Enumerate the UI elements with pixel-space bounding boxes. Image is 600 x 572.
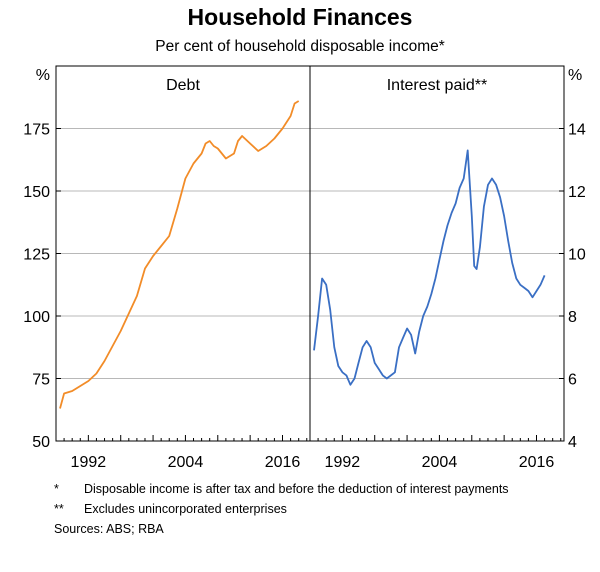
footnote-1: * Disposable income is after tax and bef… [54, 482, 584, 497]
footnote-2: ** Excludes unincorporated enterprises [54, 502, 584, 517]
ytick-label-interest-8: 8 [568, 309, 577, 326]
ytick-label-interest-10: 10 [568, 247, 586, 264]
series-line-debt [59, 100, 300, 409]
ytick-label-debt-100: 100 [23, 309, 50, 326]
footnote-2-mark: ** [54, 502, 64, 516]
series-line-interest [313, 149, 546, 386]
chart-canvas: 50 75 100 125 150 175% 1992 2004 2016 Debt 4 6 8 10 12… [23, 65, 586, 471]
xtick-label-debt-1992: 1992 [71, 454, 107, 471]
xtick-label-debt-2004: 2004 [168, 454, 204, 471]
ytick-label-interest-4: 4 [568, 434, 577, 451]
unit-label-debt: % [36, 67, 50, 84]
xtick-label-interest-2004: 2004 [422, 454, 458, 471]
ytick-label-interest-12: 12 [568, 184, 586, 201]
footnote-2-text: Excludes unincorporated enterprises [84, 502, 287, 516]
xtick-label-debt-2016: 2016 [265, 454, 301, 471]
ytick-label-interest-6: 6 [568, 372, 577, 389]
ytick-label-debt-50: 50 [32, 434, 50, 451]
footnotes: * Disposable income is after tax and bef… [54, 482, 584, 537]
panel-title-interest: Interest paid** [387, 77, 488, 94]
chart-title: Household Finances [187, 4, 413, 30]
xtick-label-interest-2016: 2016 [519, 454, 555, 471]
ytick-label-debt-75: 75 [32, 372, 50, 389]
unit-label-interest: % [568, 67, 582, 84]
ytick-label-debt-175: 175 [23, 122, 50, 139]
chart-subtitle: Per cent of household disposable income* [155, 38, 445, 55]
sources: Sources: ABS; RBA [54, 522, 164, 536]
ytick-label-debt-150: 150 [23, 184, 50, 201]
xtick-label-interest-1992: 1992 [325, 454, 361, 471]
panel-title-debt: Debt [166, 77, 200, 94]
footnote-1-mark: * [54, 482, 59, 496]
ytick-label-debt-125: 125 [23, 247, 50, 264]
footnote-1-text: Disposable income is after tax and befor… [84, 482, 509, 496]
ytick-label-interest-14: 14 [568, 122, 586, 139]
